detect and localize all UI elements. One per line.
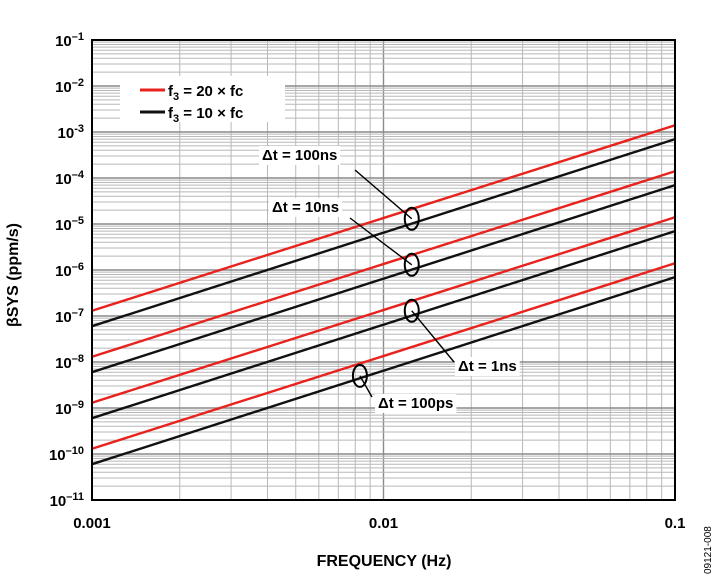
annotation-leader [359,375,373,398]
annotation-label: Δt = 1ns [458,358,517,375]
series-line-6 [91,229,676,420]
y-tick-label: 10–10 [49,445,84,464]
annotation-bg [375,394,457,413]
annotation-ellipse [403,206,420,231]
y-tick-label: 10–6 [55,261,84,280]
figure-code: 09121-008 [703,526,714,574]
annotation-ellipse [403,298,420,323]
y-tick-label: 10–1 [55,31,84,50]
annotations: Δt = 100ns Δt = 10ns Δt = 1ns Δt = 100ps [259,146,520,413]
x-axis-label: FREQUENCY (Hz) [317,553,452,570]
annotation-label: Δt = 10ns [272,199,339,216]
annotation-leader [354,169,413,220]
legend-label: f3 = 20 × fc [168,83,243,103]
legend-box [120,76,285,122]
y-tick-label: 10–5 [55,215,84,234]
x-tick-label: 0.01 [369,515,398,532]
annotation-label: Δt = 100ns [262,147,337,164]
annotation-label: Δt = 100ps [378,395,453,412]
series-lines [91,124,676,466]
series-line-5 [91,216,676,404]
y-tick-label: 10–9 [55,399,84,418]
annotation-leader [411,310,455,363]
y-tick-label: 10-3 [58,123,84,142]
legend-label: f3 = 10 × fc [168,105,243,125]
annotation-bg [259,146,341,165]
y-tick-label: 10–8 [55,353,84,372]
annotation-ellipse [403,252,420,277]
y-tick-label: 10–7 [55,307,84,326]
y-tick-labels: 10–1 10–2 10-3 10–4 10–5 10–6 10–7 10–8 10–9 10–1… [49,31,85,510]
series-line-8 [91,275,676,466]
series-line-1 [91,124,676,312]
annotation-bg [269,198,343,217]
plot-frame [91,39,676,501]
y-tick-label: 10–2 [55,77,84,96]
grid [91,40,675,501]
annotation-ellipse [351,363,368,388]
annotation-leader [349,217,413,266]
y-axis-label: βSYS (ppm/s) [5,223,22,327]
series-line-7 [91,262,676,450]
series-line-4 [91,183,676,374]
y-tick-label: 10–11 [50,491,84,510]
x-tick-label: 0.1 [665,515,686,532]
series-line-2 [91,137,676,328]
series-line-3 [91,170,676,358]
x-tick-label: 0.001 [73,515,111,532]
x-tick-labels: 0.001 0.01 0.1 [73,515,685,532]
y-tick-label: 10–4 [55,169,85,188]
annotation-bg [455,357,520,376]
